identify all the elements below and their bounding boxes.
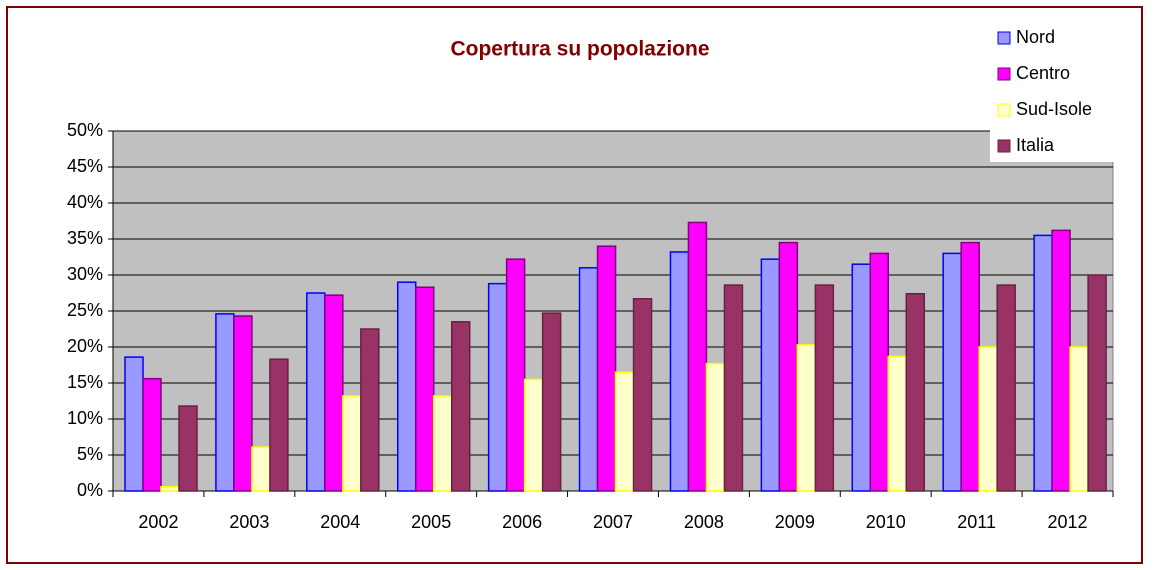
legend-box xyxy=(990,24,1130,162)
bar xyxy=(796,344,817,492)
bar xyxy=(432,395,453,492)
bar xyxy=(160,485,180,492)
bar xyxy=(124,356,144,492)
bar xyxy=(814,284,835,492)
x-tick-label: 2006 xyxy=(502,512,542,532)
bar xyxy=(541,312,562,492)
bar xyxy=(251,446,271,492)
bar xyxy=(523,378,544,492)
bar xyxy=(360,328,380,492)
legend-label: Sud-Isole xyxy=(1016,99,1092,119)
y-tick-label: 10% xyxy=(67,408,103,428)
y-tick-label: 50% xyxy=(67,120,103,140)
legend-label: Centro xyxy=(1016,63,1070,83)
bar xyxy=(178,405,198,492)
bar xyxy=(1069,346,1089,492)
bar xyxy=(614,371,635,492)
bar xyxy=(778,241,799,492)
bar xyxy=(487,282,508,492)
y-tick-label: 30% xyxy=(67,264,103,284)
legend-swatch xyxy=(997,67,1011,81)
legend-swatch xyxy=(997,103,1011,117)
bar xyxy=(960,241,980,492)
legend-swatch xyxy=(997,139,1011,153)
bar xyxy=(687,221,708,492)
bar xyxy=(233,315,253,492)
bar xyxy=(596,245,617,492)
bar xyxy=(396,281,417,492)
bar xyxy=(324,294,344,492)
x-tick-label: 2009 xyxy=(775,512,815,532)
bar xyxy=(142,377,162,492)
x-tick-label: 2008 xyxy=(684,512,724,532)
legend-label: Nord xyxy=(1016,27,1055,47)
bar xyxy=(450,321,471,492)
x-tick-label: 2011 xyxy=(957,512,996,532)
bar xyxy=(505,258,526,492)
bar xyxy=(414,286,435,492)
x-tick-label: 2002 xyxy=(138,512,178,532)
x-tick-label: 2004 xyxy=(320,512,360,532)
bar xyxy=(996,284,1016,492)
bar xyxy=(905,292,926,492)
x-tick-label: 2005 xyxy=(411,512,451,532)
bar xyxy=(578,267,599,492)
bar xyxy=(887,355,908,492)
y-tick-label: 5% xyxy=(77,444,103,464)
y-tick-label: 20% xyxy=(67,336,103,356)
bar xyxy=(1033,234,1053,492)
x-tick-label: 2010 xyxy=(866,512,906,532)
bar xyxy=(269,358,289,492)
chart-title: Copertura su popolazione xyxy=(450,38,709,61)
bar xyxy=(669,251,690,492)
bar xyxy=(978,346,998,492)
bar xyxy=(1087,274,1107,492)
bar xyxy=(760,258,781,492)
y-tick-label: 25% xyxy=(67,300,103,320)
x-tick-label: 2012 xyxy=(1048,512,1088,532)
bar xyxy=(632,298,653,492)
x-tick-label: 2003 xyxy=(229,512,269,532)
bar xyxy=(851,263,872,492)
y-tick-label: 40% xyxy=(67,192,103,212)
y-tick-label: 0% xyxy=(77,480,103,500)
y-tick-label: 45% xyxy=(67,156,103,176)
legend-label: Italia xyxy=(1016,135,1055,155)
bar xyxy=(306,292,326,492)
bar xyxy=(1051,229,1071,492)
bar xyxy=(215,313,235,492)
bar xyxy=(723,284,744,492)
y-tick-label: 35% xyxy=(67,228,103,248)
legend-swatch xyxy=(997,31,1011,45)
bar xyxy=(869,252,890,492)
bar xyxy=(342,395,362,492)
y-tick-label: 15% xyxy=(67,372,103,392)
bar xyxy=(705,362,726,492)
x-tick-label: 2007 xyxy=(593,512,633,532)
bar xyxy=(942,252,962,492)
